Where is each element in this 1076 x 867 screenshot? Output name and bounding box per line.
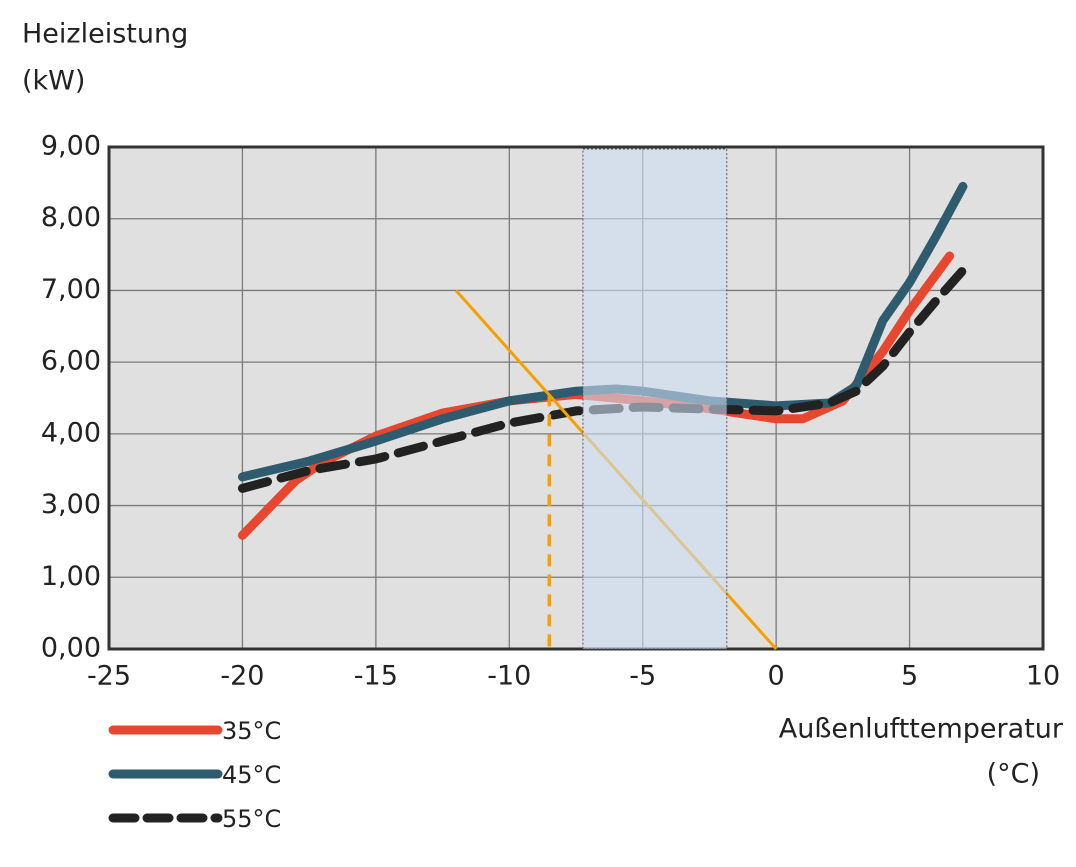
- x-tick-label: -25: [87, 661, 131, 692]
- legend-label: 55°C: [222, 805, 281, 833]
- y-tick-label: 1,00: [41, 561, 101, 592]
- y-tick-label: 3,00: [41, 489, 101, 520]
- legend-label: 45°C: [222, 761, 281, 789]
- y-tick-label: 6,00: [41, 346, 101, 377]
- y-tick-label: 7,00: [41, 274, 101, 305]
- y-tick-label: 8,00: [41, 202, 101, 233]
- highlight-band: [582, 148, 728, 650]
- x-tick-label: 0: [768, 661, 785, 692]
- x-tick-label: 10: [1026, 661, 1060, 692]
- plot-frame: [107, 145, 1045, 651]
- y-tick-label: 4,00: [41, 417, 101, 448]
- x-tick-label: 5: [901, 661, 918, 692]
- x-tick-label: -15: [354, 661, 398, 692]
- x-axis-title: (°C): [987, 759, 1040, 790]
- x-tick-label: -5: [629, 661, 656, 692]
- legend-label: 35°C: [222, 717, 281, 745]
- x-tick-label: -10: [487, 661, 531, 692]
- x-axis-title: Außenlufttemperatur: [779, 714, 1064, 745]
- x-tick-label: -20: [220, 661, 264, 692]
- y-tick-label: 9,00: [41, 131, 101, 162]
- y-tick-label: 0,00: [41, 633, 101, 664]
- y-axis-title: (kW): [22, 66, 85, 97]
- y-axis-title: Heizleistung: [22, 19, 188, 50]
